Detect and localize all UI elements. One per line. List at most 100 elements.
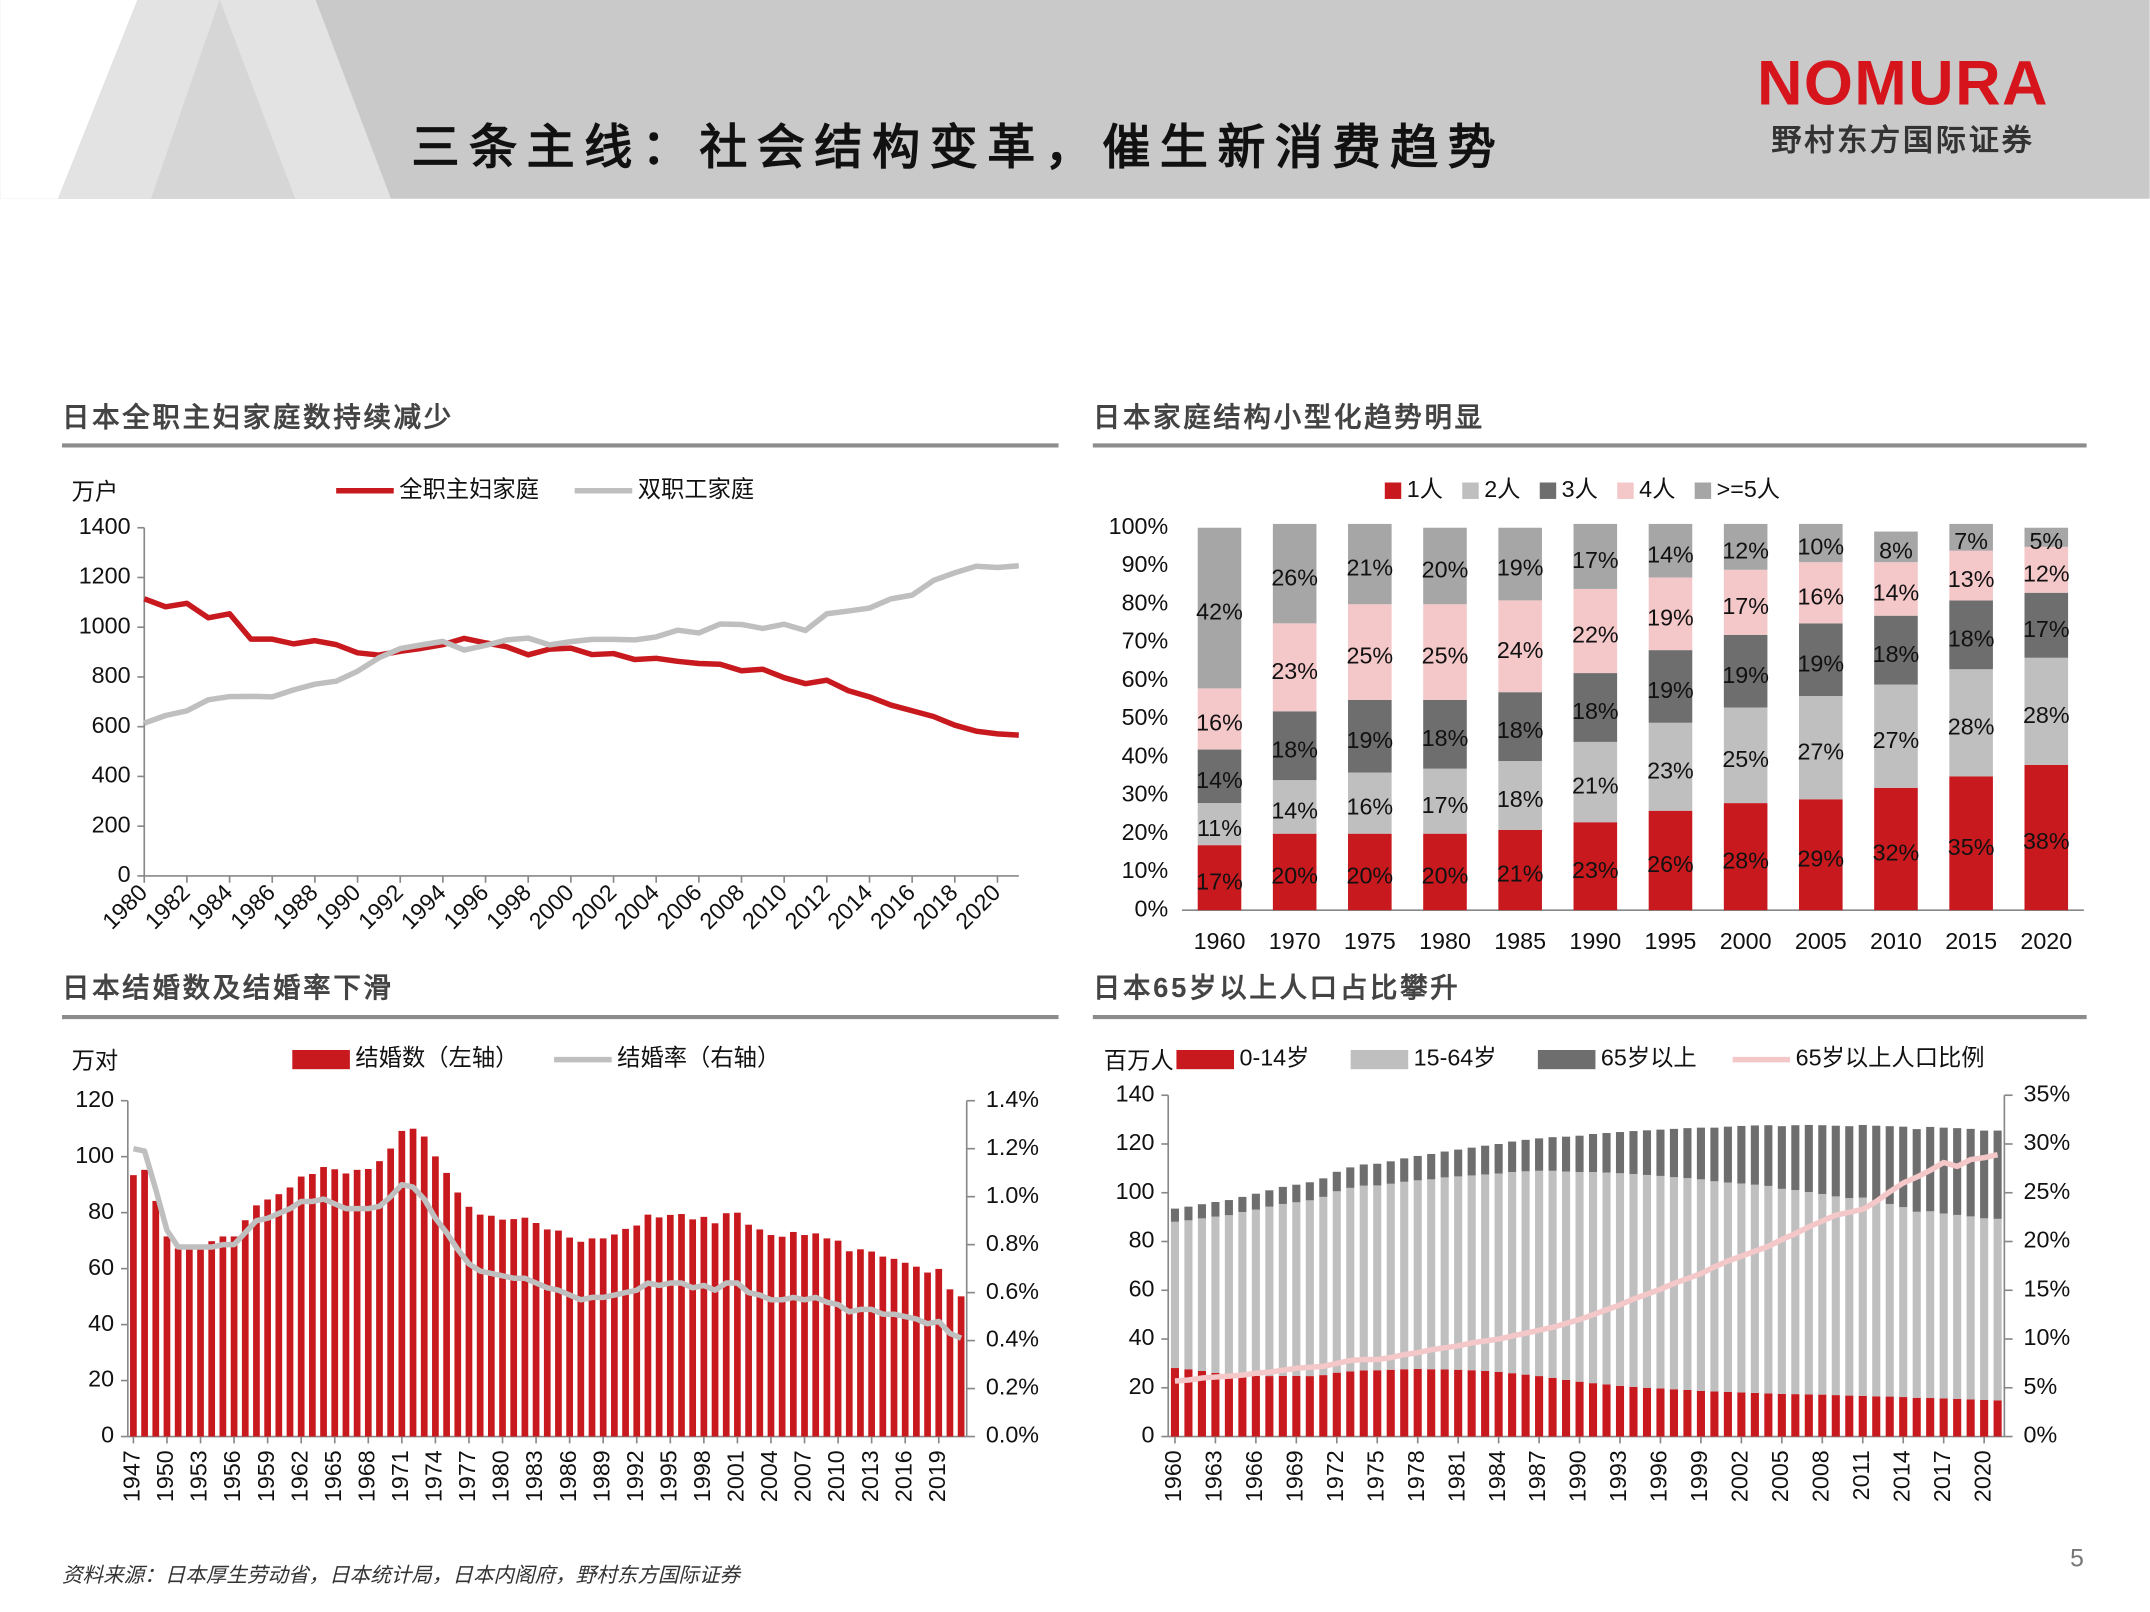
company-name: 野村东方国际证券 [1771,123,2034,158]
bar [1251,1375,1260,1437]
bar [857,1249,864,1437]
x-tick-label: 1998 [689,1450,715,1502]
bar-segment [1272,711,1317,781]
bar [1481,1145,1490,1175]
bar [420,1136,428,1437]
data-label: 23% [1572,857,1619,883]
bar [1980,1130,1989,1219]
bar-segment [1648,577,1693,651]
bar-segment [2024,527,2069,547]
y-tick-label: 1200 [79,563,131,589]
data-label: 14% [1271,798,1318,824]
bar [1305,1376,1314,1437]
bar [476,1214,484,1437]
legend-label: 15-64岁 [1414,1045,1497,1071]
data-label: 20% [1347,863,1394,889]
bar-segment [2024,657,2069,765]
bar [946,1289,954,1437]
bar [1818,1125,1827,1194]
bar [1305,1182,1314,1201]
bar [1332,1191,1341,1373]
bar [1737,1392,1746,1437]
data-label: 16% [1347,794,1394,820]
bar [1508,1373,1517,1437]
bar [130,1175,137,1437]
series-line [132,1146,963,1341]
header-decoration [151,0,296,199]
data-label: 12% [1722,537,1769,563]
y2-tick-label: 5% [2024,1373,2058,1399]
bar [364,1168,372,1437]
x-tick-label: 2005 [1795,928,1847,954]
x-tick-label: 1992 [622,1450,648,1502]
data-label: 25% [1722,746,1769,772]
y-tick-label: 20 [88,1366,114,1392]
bar-segment [1498,600,1542,693]
y2-tick-label: 0.8% [986,1230,1039,1256]
bar [1858,1124,1867,1198]
bar [241,1220,249,1437]
x-tick-label: 2014 [1888,1450,1914,1502]
bar [152,1200,160,1437]
data-label: 26% [1271,564,1318,590]
bar [1427,1179,1436,1370]
x-tick-label: 1999 [1686,1450,1712,1502]
data-label: 19% [1497,555,1544,581]
bar [331,1169,339,1437]
bar [1737,1183,1746,1393]
bar [1467,1175,1476,1371]
bar [1696,1179,1705,1391]
bar [1710,1181,1719,1392]
data-label: 20% [1271,863,1318,889]
bar [789,1231,797,1437]
x-tick-label: 1995 [1645,928,1697,954]
bar [1818,1394,1827,1437]
data-label: 20% [1422,557,1469,583]
bar [1777,1393,1786,1437]
header-decoration [57,0,220,199]
bar [1656,1388,1665,1437]
bar [543,1229,551,1437]
bar [1197,1370,1206,1437]
bar [1224,1374,1233,1437]
bar [1548,1170,1557,1378]
y-tick-label: 0 [1142,1422,1155,1448]
bar-segment [1949,776,1993,911]
y-tick-label: 40 [88,1310,114,1336]
bar [1939,1127,1948,1214]
bar [1872,1200,1881,1397]
legend-label: 4人 [1639,476,1675,502]
x-tick-label: 2005 [1767,1450,1793,1502]
bar [1386,1369,1395,1437]
bar [1319,1375,1328,1437]
bar [342,1173,350,1437]
bar [1602,1384,1611,1437]
y-tick-label: 140 [1116,1080,1155,1106]
x-tick-label: 2013 [857,1450,883,1502]
data-label: 21% [1347,555,1394,581]
bar [1588,1133,1598,1173]
x-tick-label: 1968 [353,1450,379,1502]
bar [1710,1391,1719,1437]
x-tick-label: 2000 [524,879,579,934]
bar-segment [1874,531,1918,563]
bar [1885,1203,1894,1397]
bar [1535,1138,1544,1171]
y-tick-label: 40% [1122,742,1169,768]
y-unit-label: 万对 [72,1047,119,1073]
bar [1400,1369,1409,1437]
legend-label: 3人 [1562,476,1598,502]
legend-swatch [1176,1049,1235,1070]
bar [1642,1387,1652,1437]
bar [1575,1381,1584,1437]
bar [1831,1125,1840,1197]
data-label: 5% [2029,528,2063,554]
y-tick-label: 90% [1122,551,1169,577]
y-tick-label: 0 [101,1422,114,1448]
bar [1332,1171,1341,1192]
bar [1993,1400,2002,1437]
bar [935,1268,943,1437]
data-label: 35% [1948,834,1995,860]
bar [1953,1398,1962,1437]
y2-tick-label: 1.4% [986,1086,1039,1112]
